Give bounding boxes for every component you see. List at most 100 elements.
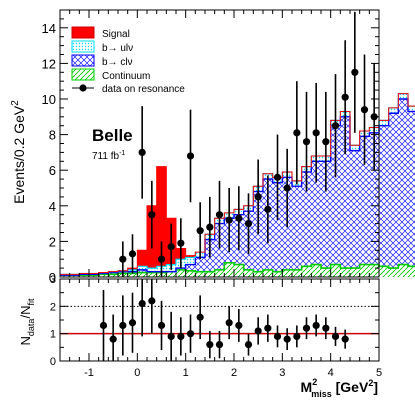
bottom-y-axis: 0 1 2 3 (50, 274, 379, 368)
ratio-point (273, 332, 282, 340)
data-point (264, 205, 272, 213)
top-y-axis-label: Events/0.2 GeV2 (10, 100, 27, 204)
data-point (293, 129, 301, 137)
data-point (128, 250, 137, 258)
luminosity-label: 711 fb-1 (92, 150, 125, 162)
ratio-point (312, 321, 320, 330)
top-y-tick-label: 14 (42, 21, 56, 36)
data-point (331, 122, 340, 130)
legend-label-b-to-ulnu: b→ ulν (102, 43, 133, 54)
top-y-tick-label: 4 (49, 199, 56, 214)
experiment-label: Belle (92, 126, 133, 145)
data-point (302, 138, 311, 146)
top-y-tick-label: 12 (42, 56, 56, 71)
top-y-tick-label: 10 (42, 92, 56, 107)
data-points (119, 11, 378, 277)
bottom-x-tick-label: 0 (134, 367, 140, 379)
ratio-y-axis-label: Ndata/Nfit (18, 298, 36, 345)
x-label-sub: miss (311, 389, 332, 399)
ratio-point (128, 319, 137, 327)
x-label-unit-close: ] (373, 379, 378, 395)
legend-label-continuum: Continuum (102, 71, 150, 82)
continuum-area (60, 262, 415, 277)
data-point (225, 216, 233, 224)
data-point (148, 211, 156, 219)
data-point (196, 227, 204, 235)
luminosity-label-sup: -1 (119, 150, 125, 157)
ratio-y-label-sub1: data (26, 319, 36, 337)
ratio-point (244, 341, 253, 349)
data-point (351, 68, 359, 76)
top-y-axis: 0 2 4 6 8 10 12 14 (42, 9, 379, 285)
signal-area (60, 93, 415, 275)
ratio-point (109, 335, 117, 343)
ratio-y-label-sub2: fit (26, 298, 36, 306)
ratio-y-label-mid: /N (18, 306, 33, 319)
data-point (138, 148, 146, 156)
bottom-x-tick-label: 5 (376, 367, 382, 379)
data-point (206, 223, 214, 231)
ratio-point (148, 297, 156, 305)
ratio-point (341, 335, 349, 343)
ratio-point (254, 327, 262, 335)
ratio-points (99, 279, 349, 361)
data-point (283, 184, 291, 192)
ratio-point (196, 313, 204, 321)
x-label-unit-sup: 2 (368, 378, 373, 388)
ratio-point (331, 332, 340, 340)
top-y-axis-label-sup: 2 (10, 100, 21, 106)
data-point (215, 211, 224, 219)
ratio-y-label-n1: N (18, 336, 33, 345)
legend-swatch-b-to-clnu (71, 54, 95, 67)
top-y-tick-label: 6 (49, 163, 56, 178)
legend-label-data: data on resonance (102, 84, 185, 95)
signal-outline (60, 93, 415, 275)
bottom-x-tick-label: -1 (84, 367, 94, 379)
data-point (177, 239, 185, 247)
data-point (119, 255, 127, 263)
ratio-point (138, 300, 146, 308)
bottom-x-tick-label: 2 (231, 367, 237, 379)
ratio-point (157, 321, 166, 330)
bottom-y-tick-label: 1 (50, 329, 56, 341)
ratio-point (186, 330, 195, 338)
ratio-point (225, 319, 233, 327)
data-point (254, 193, 262, 201)
bottom-x-tick-label: 3 (279, 367, 285, 379)
luminosity-label-text: 711 fb (92, 151, 119, 162)
data-point (360, 106, 369, 114)
bottom-y-tick-label: 0 (50, 356, 56, 368)
top-y-tick-label: 0 (49, 270, 56, 285)
data-point (186, 152, 195, 160)
top-x-axis (59, 10, 380, 277)
x-axis-label: M2 miss [GeV2] (301, 377, 378, 399)
data-point (341, 93, 349, 101)
ratio-point (206, 341, 214, 349)
x-label-m: M (301, 379, 313, 395)
ratio-point (293, 332, 301, 340)
top-panel: 0 2 4 6 8 10 12 14 Events/0.2 GeV2 Belle 711 fb… (10, 9, 415, 285)
legend-swatch-continuum (71, 68, 95, 81)
top-y-tick-label: 8 (49, 128, 56, 143)
legend: Signal b→ ulν b→ clν Continuum data on r… (71, 26, 185, 95)
data-point (244, 220, 253, 228)
data-point (273, 173, 282, 181)
ratio-point (283, 335, 291, 343)
bottom-y-tick-label: 2 (50, 301, 56, 313)
legend-marker-data (79, 84, 87, 92)
x-label-unit: [GeV (332, 379, 369, 395)
data-point (235, 214, 243, 222)
data-point (157, 255, 166, 263)
bottom-y-tick-label: 3 (50, 274, 56, 286)
ratio-point (99, 321, 108, 330)
continuum-outline (60, 261, 415, 277)
legend-label-b-to-clnu: b→ clν (102, 57, 133, 68)
top-y-axis-label-text: Events/0.2 GeV (11, 105, 27, 204)
b-to-clnu-area (60, 99, 415, 276)
legend-swatch-signal (71, 26, 95, 39)
legend-label-signal: Signal (102, 29, 130, 40)
bottom-x-tick-label: 1 (183, 367, 189, 379)
ratio-point (302, 324, 311, 332)
ratio-point (177, 332, 185, 340)
bottom-x-axis: -1 0 1 2 3 4 5 (59, 279, 382, 379)
